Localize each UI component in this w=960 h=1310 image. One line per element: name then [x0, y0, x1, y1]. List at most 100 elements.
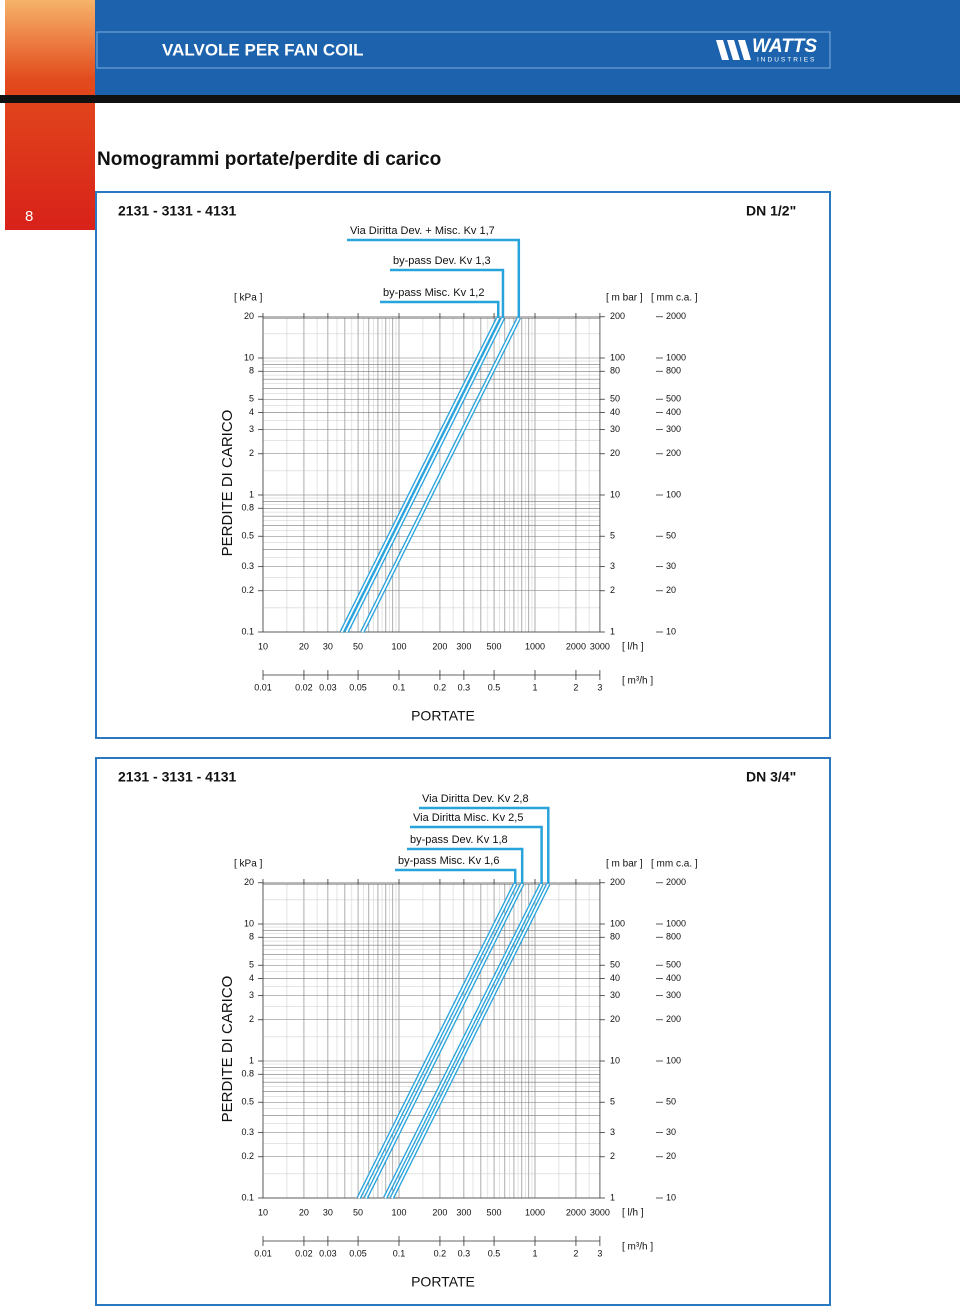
kpa-tick-label: 20: [244, 877, 254, 887]
mbar-tick-label: 40: [610, 407, 620, 417]
mmca-tick-label: 100: [666, 489, 681, 499]
curve-label: by-pass Dev. Kv 1,3: [393, 255, 491, 267]
mbar-tick-label: 80: [610, 366, 620, 376]
header-title: VALVOLE PER FAN COIL: [162, 40, 364, 59]
m3h-tick-label: 0.02: [295, 682, 313, 692]
m3h-tick-label: 0.3: [458, 682, 471, 692]
lh-tick-label: 3000: [590, 641, 610, 651]
mbar-tick-label: 20: [610, 448, 620, 458]
kpa-unit: [ kPa ]: [234, 859, 263, 870]
curve-label: Via Diritta Dev. Kv 2,8: [422, 793, 529, 805]
curve-callout: [395, 868, 517, 884]
mmca-tick-label: 800: [666, 932, 681, 942]
lh-tick-label: 10: [258, 1207, 268, 1217]
mmca-tick-label: 1000: [666, 918, 686, 928]
mmca-tick-label: 400: [666, 407, 681, 417]
curve-label: Via Diritta Misc. Kv 2,5: [413, 812, 523, 824]
m3h-tick-label: 1: [532, 682, 537, 692]
lh-tick-label: 500: [487, 641, 502, 651]
kpa-tick-label: 10: [244, 918, 254, 928]
m3h-unit: [ m³/h ]: [622, 676, 653, 687]
lh-tick-label: 1000: [525, 1207, 545, 1217]
kpa-tick-label: 0.1: [241, 1192, 254, 1202]
mmca-tick-label: 50: [666, 531, 676, 541]
mbar-tick-label: 30: [610, 424, 620, 434]
mbar-tick-label: 3: [610, 1127, 615, 1137]
m3h-tick-label: 2: [573, 1248, 578, 1258]
curve-callout: [410, 825, 543, 884]
mbar-tick-label: 50: [610, 960, 620, 970]
lh-tick-label: 30: [323, 641, 333, 651]
m3h-tick-label: 0.01: [254, 682, 272, 692]
mbar-tick-label: 1: [610, 1192, 615, 1202]
mmca-tick-label: 400: [666, 973, 681, 983]
mmca-tick-label: 1000: [666, 352, 686, 362]
m3h-tick-label: 0.2: [434, 1248, 447, 1258]
lh-tick-label: 1000: [525, 641, 545, 651]
m3h-tick-label: 0.1: [393, 682, 406, 692]
kpa-tick-label: 10: [244, 352, 254, 362]
curve-label: Via Diritta Dev. + Misc. Kv 1,7: [350, 225, 495, 237]
mmca-unit: [ mm c.a. ]: [651, 293, 698, 304]
mbar-tick-label: 1: [610, 626, 615, 636]
kpa-tick-label: 0.3: [241, 1127, 254, 1137]
kpa-tick-label: 0.5: [241, 1097, 254, 1107]
m3h-tick-label: 0.03: [319, 682, 337, 692]
panel-size: DN 3/4": [746, 769, 796, 785]
lh-unit: [ l/h ]: [622, 1208, 644, 1219]
kpa-tick-label: 0.2: [241, 585, 254, 595]
mmca-tick-label: 30: [666, 1127, 676, 1137]
mbar-tick-label: 2: [610, 1151, 615, 1161]
kpa-tick-label: 5: [249, 960, 254, 970]
grid-frame: [262, 317, 601, 633]
m3h-tick-label: 0.3: [458, 1248, 471, 1258]
curve-label: by-pass Dev. Kv 1,8: [410, 834, 508, 846]
mmca-tick-label: 500: [666, 394, 681, 404]
curve-core: [391, 883, 550, 1199]
lh-tick-label: 300: [456, 1207, 471, 1217]
mmca-tick-label: 30: [666, 561, 676, 571]
mbar-tick-label: 200: [610, 877, 625, 887]
lh-tick-label: 20: [299, 641, 309, 651]
curve-callout: [347, 238, 521, 318]
kpa-tick-label: 1: [249, 489, 254, 499]
mmca-tick-label: 300: [666, 990, 681, 1000]
curve-callout: [407, 847, 524, 884]
x-axis-title: PORTATE: [411, 1274, 475, 1290]
x-axis-title: PORTATE: [411, 708, 475, 724]
kpa-tick-label: 0.3: [241, 561, 254, 571]
header-frame: [96, 31, 831, 69]
kpa-tick-label: 2: [249, 1014, 254, 1024]
kpa-tick-label: 0.1: [241, 626, 254, 636]
mbar-tick-label: 3: [610, 561, 615, 571]
curve-label: by-pass Misc. Kv 1,2: [383, 287, 484, 299]
mbar-tick-label: 40: [610, 973, 620, 983]
mmca-tick-label: 500: [666, 960, 681, 970]
mmca-tick-label: 100: [666, 1055, 681, 1065]
mbar-tick-label: 10: [610, 1055, 620, 1065]
panel-models: 2131 - 3131 - 4131: [118, 769, 237, 785]
mmca-tick-label: 50: [666, 1097, 676, 1107]
kpa-tick-label: 1: [249, 1055, 254, 1065]
lh-tick-label: 2000: [566, 1207, 586, 1217]
curve-core: [340, 317, 500, 633]
m3h-tick-label: 0.5: [488, 1248, 501, 1258]
mbar-tick-label: 100: [610, 352, 625, 362]
panel-frame: [95, 757, 831, 1306]
mmca-tick-label: 200: [666, 448, 681, 458]
page-number: 8: [25, 208, 33, 225]
lh-tick-label: 500: [487, 1207, 502, 1217]
mbar-unit: [ m bar ]: [606, 859, 643, 870]
kpa-tick-label: 8: [249, 366, 254, 376]
kpa-tick-label: 0.2: [241, 1151, 254, 1161]
mbar-tick-label: 100: [610, 918, 625, 928]
mbar-unit: [ m bar ]: [606, 293, 643, 304]
mmca-tick-label: 10: [666, 626, 676, 636]
mmca-tick-label: 200: [666, 1014, 681, 1024]
mbar-tick-label: 10: [610, 489, 620, 499]
lh-tick-label: 30: [323, 1207, 333, 1217]
logo-sub: INDUSTRIES: [757, 57, 816, 64]
m3h-tick-label: 0.05: [349, 1248, 367, 1258]
lh-tick-label: 200: [432, 641, 447, 651]
mbar-tick-label: 200: [610, 311, 625, 321]
